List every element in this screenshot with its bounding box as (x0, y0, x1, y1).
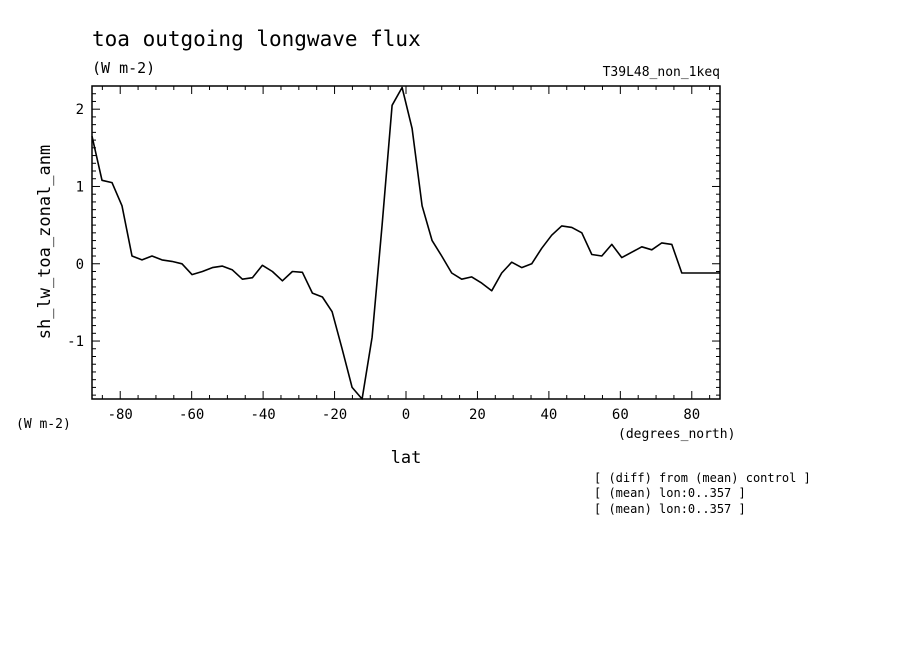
chart-subtitle: (W m-2) (92, 59, 155, 77)
y-axis-label: sh_lw_toa_zonal_anm (35, 145, 55, 339)
x-tick-label: 40 (540, 407, 557, 423)
note-line-2: [ (mean) lon:0..357 ] (594, 486, 746, 500)
y-tick-label: 2 (76, 102, 84, 118)
x-tick-label: 60 (612, 407, 629, 423)
x-axis-label: lat (391, 448, 422, 468)
y-tick-label: -1 (67, 334, 84, 350)
x-tick-label: -20 (322, 407, 347, 423)
note-line-3: [ (mean) lon:0..357 ] (594, 502, 746, 516)
series-line (91, 86, 720, 400)
y-tick-label: 0 (76, 257, 84, 273)
x-tick-label: 0 (402, 407, 410, 423)
x-tick-label: 80 (683, 407, 700, 423)
x-axis-ticks: -80 -60 -40 -20 0 20 40 60 80 (101, 86, 711, 423)
run-label: T39L48_non_1keq (603, 65, 720, 80)
x-tick-label: 20 (469, 407, 486, 423)
y-units-label: (W m-2) (16, 417, 71, 432)
plot-frame (91, 85, 721, 400)
x-tick-label: -60 (179, 407, 204, 423)
y-axis-ticks: -1 0 1 2 (67, 85, 720, 396)
y-tick-label: 1 (76, 179, 84, 195)
chart-title: toa outgoing longwave flux (92, 27, 421, 51)
x-tick-label: -40 (250, 407, 275, 423)
x-tick-label: -80 (108, 407, 133, 423)
note-line-1: [ (diff) from (mean) control ] (594, 471, 811, 485)
x-units-label: (degrees_north) (618, 427, 735, 442)
